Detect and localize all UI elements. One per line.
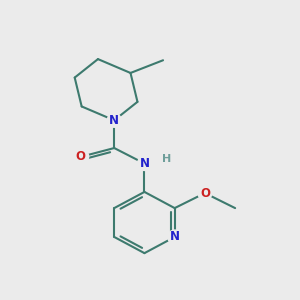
Text: N: N <box>140 157 149 170</box>
Circle shape <box>198 186 212 200</box>
Text: N: N <box>170 230 180 244</box>
Text: O: O <box>76 150 85 163</box>
Text: H: H <box>162 154 171 164</box>
Text: O: O <box>200 187 210 200</box>
Text: N: N <box>109 114 119 127</box>
Circle shape <box>75 150 89 164</box>
Circle shape <box>107 113 121 127</box>
Circle shape <box>168 230 182 244</box>
Circle shape <box>137 157 152 170</box>
